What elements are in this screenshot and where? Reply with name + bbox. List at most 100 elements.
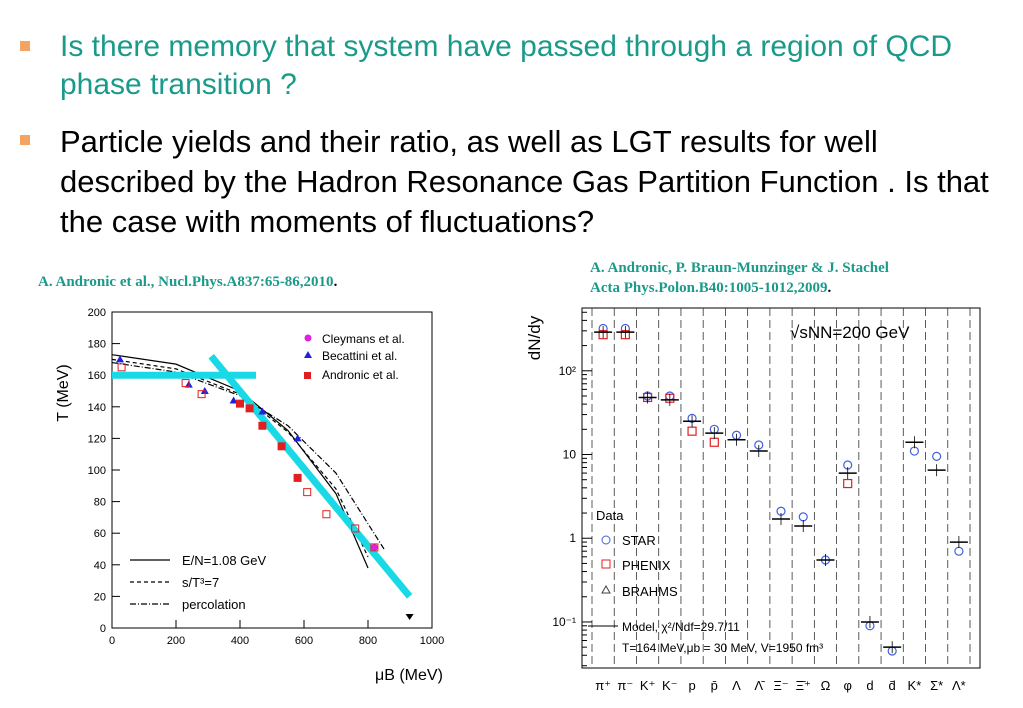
right-category-label: K⁻ — [662, 678, 678, 693]
right-plot-frame — [581, 307, 981, 669]
right-category-label: Σ* — [930, 678, 943, 693]
right-category-label: p — [688, 678, 695, 693]
right-category-label: K⁺ — [640, 678, 656, 693]
right-category-label: K* — [908, 678, 922, 693]
left-x-axis-label: μB (MeV) — [375, 667, 443, 684]
citation-right-dot: . — [827, 280, 832, 296]
left-x-tick-label: 400 — [231, 635, 249, 647]
andronic-point — [245, 404, 254, 413]
legend-phenix: PHENIX — [622, 558, 671, 573]
right-category-label: π⁻ — [617, 678, 633, 693]
curve-legend-en: E/N=1.08 GeV — [182, 553, 267, 568]
becattini-point — [258, 407, 267, 415]
left-y-tick-label: 140 — [88, 402, 106, 414]
curve-legend-st: s/T³=7 — [182, 575, 219, 590]
becattini-point — [293, 434, 302, 442]
left-legend: Cleymans et al. Becattini et al. Androni… — [304, 332, 405, 382]
legend-andronic: Andronic et al. — [322, 368, 399, 382]
left-x-tick-label: 0 — [109, 635, 115, 647]
bullet-2: Particle yields and their ratio, as well… — [20, 122, 1000, 242]
right-category-label: π⁺ — [595, 678, 611, 693]
citation-left: A. Andronic et al., Nucl.Phys.A837:65-86… — [38, 272, 337, 292]
right-y-axis-label: dN/dy — [525, 315, 544, 360]
left-curve-legend: E/N=1.08 GeV s/T³=7 percolation — [130, 553, 267, 612]
legend-circle-icon — [304, 334, 312, 342]
right-y-tick-label: 1 — [569, 531, 576, 545]
right-category-label: Ξ̄⁺ — [796, 678, 811, 693]
curve-legend-perc: percolation — [182, 597, 246, 612]
right-category-label: Ω — [821, 678, 831, 693]
andronic-point — [322, 510, 331, 519]
legend-phenix-icon — [601, 559, 611, 569]
andronic-point — [351, 524, 360, 533]
left-y-tick-label: 120 — [88, 433, 106, 445]
left-y-tick-label: 100 — [88, 465, 106, 477]
left-y-tick-label: 60 — [94, 528, 106, 540]
right-energy-label: √sNN=200 GeV — [790, 323, 910, 342]
left-arrow-icon — [405, 614, 414, 620]
right-category-label: Λ* — [952, 678, 966, 693]
bullet-1: Is there memory that system have passed … — [20, 28, 1000, 104]
right-y-tick-label: 10 — [563, 448, 577, 462]
citation-left-dot: . — [333, 274, 338, 290]
becattini-point — [116, 355, 124, 363]
legend-triangle-icon — [304, 351, 312, 358]
right-category-label: Λ̄ — [754, 678, 765, 693]
right-category-label: d̄ — [889, 678, 896, 693]
legend-becattini: Becattini et al. — [322, 349, 397, 363]
left-x-tick-label: 200 — [167, 635, 185, 647]
legend-star-icon — [601, 535, 611, 545]
citation-left-text: A. Andronic et al., Nucl.Phys.A837:65-86… — [38, 274, 334, 290]
left-highlight-diagonal — [208, 354, 413, 599]
phenix-point — [843, 478, 853, 489]
right-category-label: d — [866, 678, 873, 693]
legend-cleymans: Cleymans et al. — [322, 332, 405, 346]
andronic-point — [258, 421, 267, 430]
legend-model-params: T=164 MeV,μb = 30 MeV, V=1950 fm³ — [622, 641, 823, 655]
right-y-tick-label: 10² — [559, 364, 576, 378]
star-point — [798, 512, 808, 522]
legend-brahms-icon — [601, 584, 611, 594]
bullet-square-icon — [20, 41, 30, 51]
citation-right-line2: Acta Phys.Polon.B40:1005-1012,2009 — [590, 280, 828, 296]
left-x-tick-label: 600 — [295, 635, 313, 647]
left-y-tick-label: 180 — [88, 339, 106, 351]
andronic-point — [181, 379, 190, 388]
andronic-point — [236, 399, 244, 408]
bullet-2-text: Particle yields and their ratio, as well… — [60, 124, 989, 239]
left-y-axis-label: T (MeV) — [55, 364, 72, 421]
citation-right: A. Andronic, P. Braun-Munzinger & J. Sta… — [590, 258, 889, 298]
right-legend: STAR PHENIX BRAHMS Model, χ²/Ndf=29.7/11… — [588, 533, 823, 655]
left-x-tick-label: 800 — [359, 635, 377, 647]
andronic-point — [277, 442, 286, 451]
andronic-point — [370, 543, 379, 552]
phenix-point — [709, 437, 719, 447]
bullet-square-icon — [20, 135, 30, 145]
right-category-label: φ — [843, 678, 851, 693]
right-y-tick-label: 10⁻¹ — [552, 615, 576, 629]
right-category-label: Λ — [732, 678, 741, 693]
andronic-point — [117, 363, 126, 372]
star-point — [954, 546, 964, 556]
left-y-tick-label: 40 — [94, 560, 106, 572]
right-category-label: Ξ⁻ — [773, 678, 788, 693]
legend-star: STAR — [622, 533, 656, 548]
left-y-tick-label: 200 — [88, 307, 106, 319]
left-x-tick-label: 1000 — [420, 635, 444, 647]
andronic-point — [303, 488, 312, 497]
cleymans-point — [370, 543, 378, 551]
left-y-tick-label: 0 — [100, 623, 106, 635]
left-y-tick-label: 20 — [94, 591, 106, 603]
left-y-tick-label: 80 — [94, 497, 106, 509]
left-chart: 0 20 40 60 80 100 120 140 160 180 200 0 200 400 600 800… — [55, 307, 444, 684]
legend-square-icon — [304, 372, 311, 379]
citation-right-line1: A. Andronic, P. Braun-Munzinger & J. Sta… — [590, 260, 889, 276]
andronic-point — [293, 473, 302, 482]
legend-model: Model, χ²/Ndf=29.7/11 — [622, 620, 740, 634]
right-data-title: Data — [596, 508, 624, 523]
phenix-point — [687, 426, 697, 436]
left-y-tick-label: 160 — [88, 370, 106, 382]
becattini-point — [229, 396, 238, 404]
legend-brahms: BRAHMS — [622, 584, 678, 599]
